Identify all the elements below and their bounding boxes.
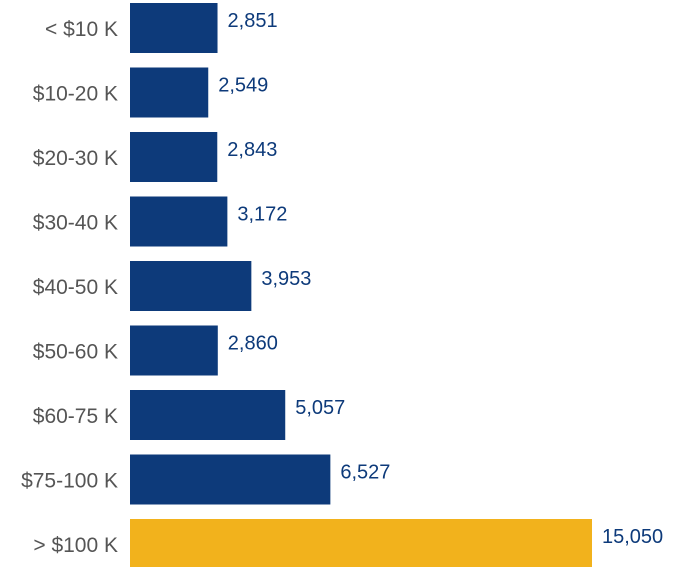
value-label-0: 2,851 xyxy=(228,10,278,32)
value-label-3: 3,172 xyxy=(237,204,287,226)
bar-5 xyxy=(130,325,218,376)
category-label-6: $60-75 K xyxy=(33,405,118,428)
value-label-7: 6,527 xyxy=(340,462,390,484)
value-labels-group: 2,851 2,549 2,843 3,172 3,953 2,860 5,057 6,527… xyxy=(218,10,663,548)
value-label-8: 15,050 xyxy=(602,526,663,548)
value-label-5: 2,860 xyxy=(228,333,278,355)
category-label-1: $10-20 K xyxy=(33,83,118,106)
bar-2 xyxy=(130,132,218,182)
value-label-1: 2,549 xyxy=(218,75,268,97)
category-label-2: $20-30 K xyxy=(33,147,118,170)
category-label-7: $75-100 K xyxy=(21,470,118,493)
value-label-2: 2,843 xyxy=(227,139,277,161)
bar-4 xyxy=(130,261,252,311)
category-label-8: > $100 K xyxy=(33,534,118,557)
bar-8 xyxy=(130,519,592,567)
bar-0 xyxy=(130,3,218,53)
category-label-4: $40-50 K xyxy=(33,276,118,299)
category-labels-group: < $10 K $10-20 K $20-30 K $30-40 K $40-50 K $… xyxy=(21,18,118,557)
category-label-3: $30-40 K xyxy=(33,212,118,235)
category-label-5: $50-60 K xyxy=(33,341,118,364)
bars-group xyxy=(130,3,592,567)
bar-3 xyxy=(130,196,228,247)
bar-6 xyxy=(130,390,286,440)
category-label-0: < $10 K xyxy=(45,18,118,41)
bar-7 xyxy=(130,454,331,505)
value-label-6: 5,057 xyxy=(295,397,345,419)
bar-1 xyxy=(130,67,209,118)
value-label-4: 3,953 xyxy=(261,268,311,290)
